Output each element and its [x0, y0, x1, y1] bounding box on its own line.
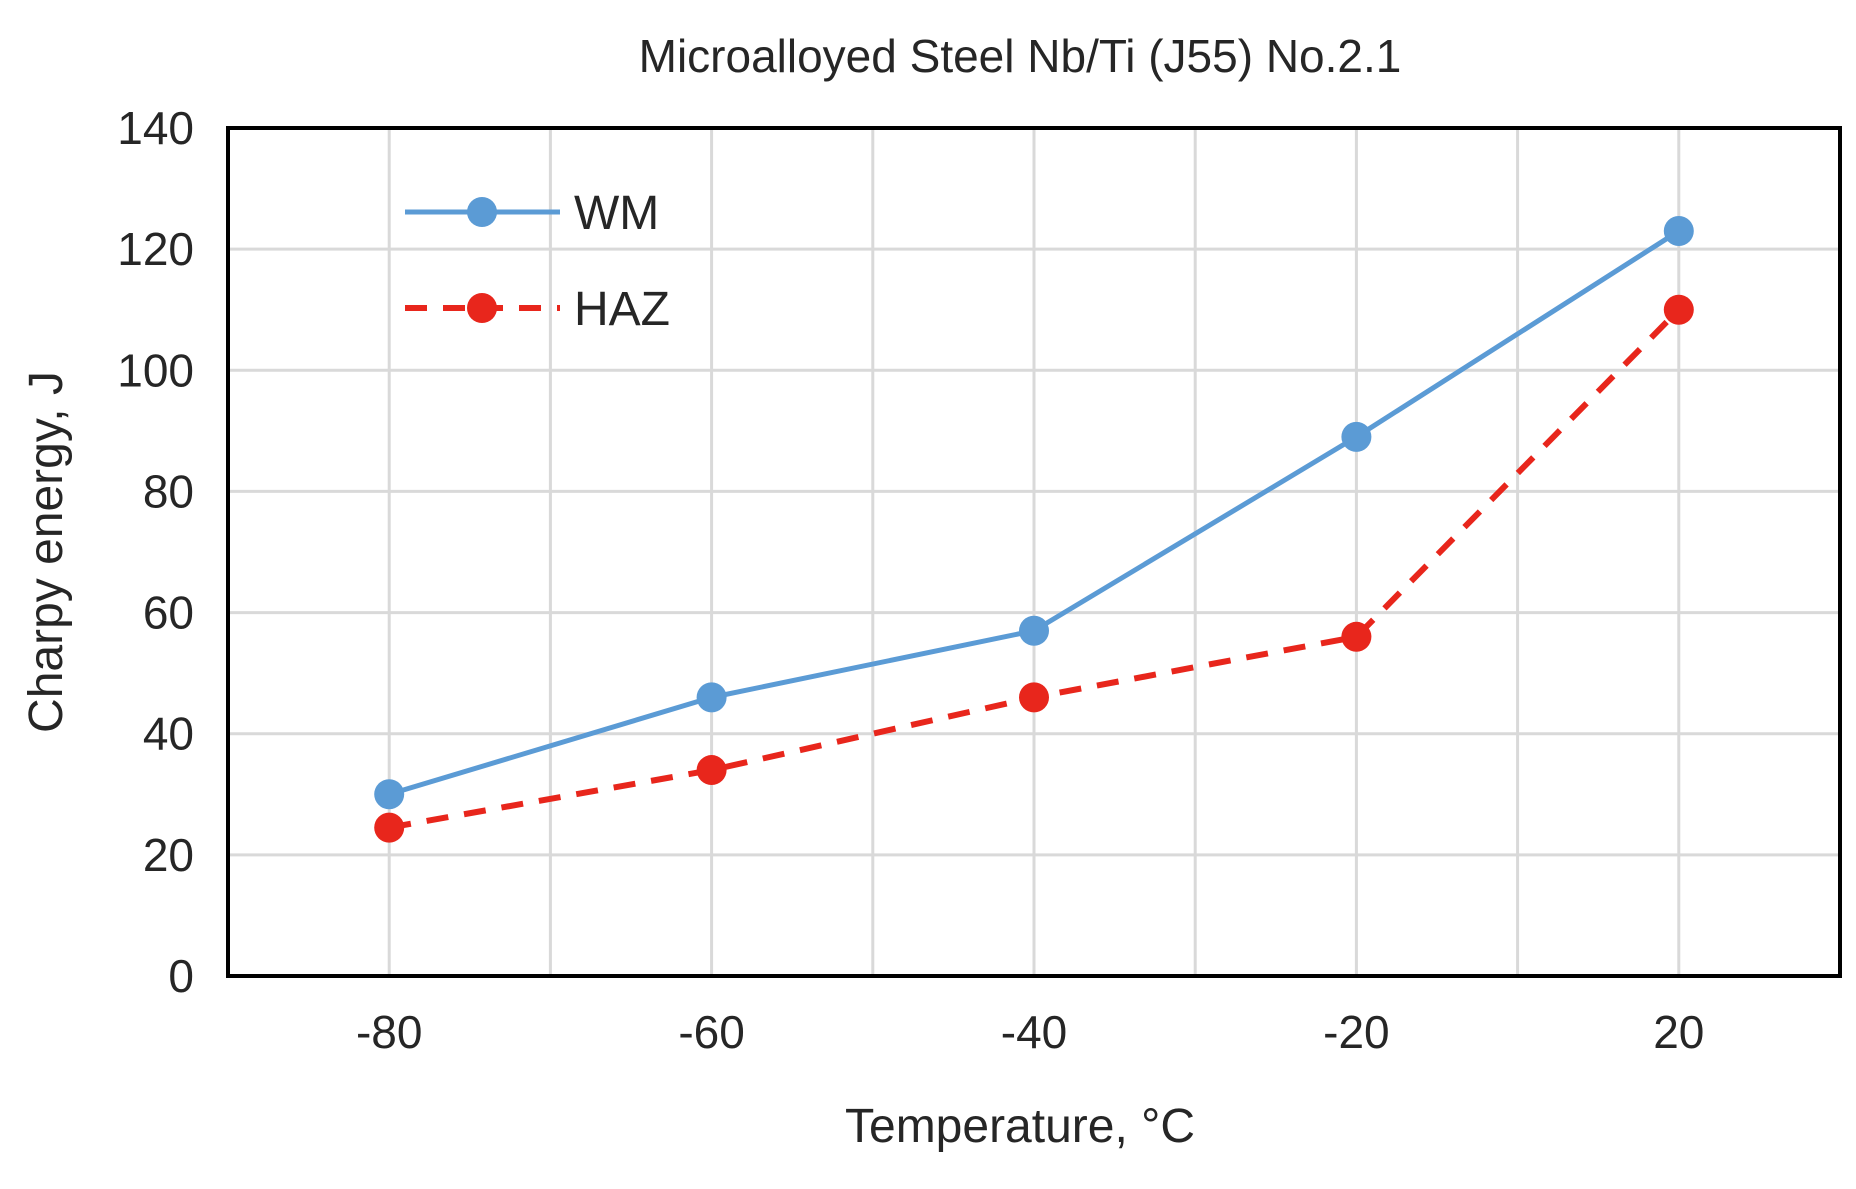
y-tick-label: 80 [143, 465, 194, 517]
legend-haz-marker [467, 293, 497, 323]
x-tick-label: -80 [356, 1006, 422, 1058]
y-tick-label: 40 [143, 708, 194, 760]
y-axis-title: Charpy energy, J [20, 371, 73, 733]
legend: WM HAZ [405, 187, 670, 336]
series-haz [374, 294, 1694, 843]
plot-area-frame [226, 126, 1842, 978]
series-wm-point [696, 682, 727, 713]
legend-haz-label: HAZ [574, 283, 670, 336]
chart-title: Microalloyed Steel Nb/Ti (J55) No.2.1 [639, 30, 1402, 82]
series-wm-point [1341, 421, 1372, 452]
y-tick-label: 0 [168, 950, 194, 1002]
x-axis-ticks: -80 -60 -40 -20 20 [356, 1006, 1704, 1058]
x-tick-label: -40 [1001, 1006, 1067, 1058]
series-haz-point [374, 812, 405, 843]
series-haz-point [1663, 294, 1694, 325]
gridlines [228, 128, 1840, 976]
series-wm [374, 215, 1694, 810]
y-tick-label: 20 [143, 829, 194, 881]
y-tick-label: 140 [117, 102, 194, 154]
legend-wm-label: WM [574, 187, 659, 240]
series-wm-point [1663, 215, 1694, 246]
y-axis-ticks: 0 20 40 60 80 100 120 140 [117, 102, 194, 1002]
series-haz-point [1341, 621, 1372, 652]
x-tick-label: 20 [1653, 1006, 1704, 1058]
x-tick-label: -20 [1323, 1006, 1389, 1058]
x-axis-title: Temperature, °C [845, 1100, 1195, 1153]
y-tick-label: 60 [143, 587, 194, 639]
legend-wm-marker [467, 197, 497, 227]
series-haz-point [696, 755, 727, 786]
y-tick-label: 100 [117, 344, 194, 396]
x-tick-label: -60 [678, 1006, 744, 1058]
series-wm-point [1019, 615, 1049, 646]
y-tick-label: 120 [117, 223, 194, 275]
series-haz-point [1019, 682, 1049, 713]
series-wm-point [374, 779, 405, 810]
series-layer [374, 215, 1694, 843]
